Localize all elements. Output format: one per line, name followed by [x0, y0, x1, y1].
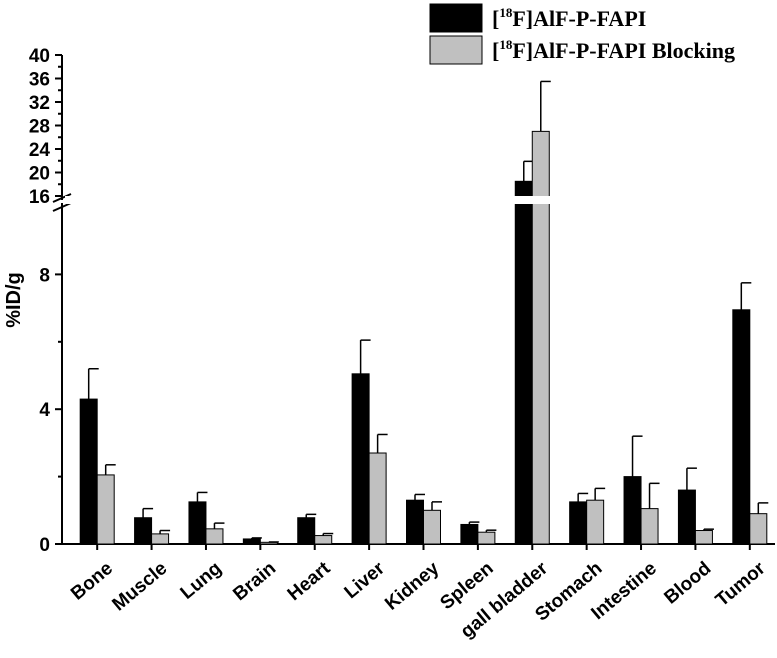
- x-tick-label: Heart: [284, 558, 335, 606]
- legend-swatch: [429, 3, 483, 33]
- legend-entry: [18F]AlF-P-FAPI Blocking: [492, 37, 735, 63]
- axis-break-mark: [52, 193, 72, 203]
- x-tick-label: Blood: [660, 558, 715, 609]
- bar-blocking-blood: [694, 530, 713, 545]
- y-axis-label: %ID/g: [3, 272, 25, 328]
- x-tick-label: Muscle: [108, 558, 171, 615]
- bar-tracer-muscle: [134, 517, 153, 545]
- bar-tracer-spleen: [460, 523, 479, 545]
- x-tick-label: Liver: [341, 558, 390, 604]
- bar-blocking-muscle: [151, 533, 170, 545]
- y-tick-label: 8: [39, 265, 50, 286]
- bar-tracer-heart: [297, 517, 316, 545]
- bar-blocking-liver: [368, 452, 387, 545]
- bar-blocking-intestine: [640, 508, 659, 545]
- bar-tracer-liver: [351, 373, 370, 545]
- bar-tracer-tumor: [732, 309, 751, 545]
- legend: [18F]AlF-P-FAPI [18F]AlF-P-FAPI Blocking: [429, 3, 735, 65]
- x-tick-label: Brain: [229, 558, 280, 605]
- bar-blocking-bone: [96, 474, 115, 545]
- bar-tracer-brain: [242, 538, 261, 545]
- x-tick-label: Kidney: [381, 558, 443, 615]
- bar-blocking-lung: [205, 528, 224, 545]
- y-tick-label: 0: [39, 535, 50, 556]
- y-tick-label: 16: [29, 187, 50, 208]
- bar-tracer-bone: [79, 398, 98, 545]
- bar-tracer-intestine: [623, 476, 642, 545]
- y-tick-label: 4: [39, 400, 50, 421]
- bar-tracer-stomach: [569, 501, 588, 545]
- x-tick-label: Tumor: [712, 558, 770, 612]
- bar-tracer-gall-bladder: [514, 180, 533, 545]
- y-tick-label: 40: [29, 46, 50, 67]
- axis-break-gap: [65, 196, 776, 204]
- bar-tracer-blood: [677, 489, 696, 545]
- axis-break-mark: [52, 202, 72, 212]
- bar-blocking-spleen: [477, 531, 496, 545]
- y-tick-label: 20: [29, 164, 50, 185]
- legend-swatch: [429, 35, 483, 65]
- bar-blocking-kidney: [423, 509, 441, 545]
- bar-tracer-lung: [188, 501, 207, 545]
- y-tick-label: 24: [29, 140, 51, 161]
- y-tick-label: 28: [29, 117, 50, 138]
- bar-tracer-kidney: [406, 499, 424, 545]
- y-tick-label: 32: [29, 93, 50, 114]
- y-tick-label: 36: [29, 70, 50, 91]
- bar-blocking-tumor: [749, 513, 768, 545]
- bar-blocking-stomach: [586, 499, 605, 545]
- bar-blocking-heart: [314, 535, 333, 545]
- legend-entry: [18F]AlF-P-FAPI: [492, 5, 646, 31]
- bar-blocking-gall-bladder: [531, 130, 550, 545]
- x-tick-label: Lung: [177, 558, 226, 604]
